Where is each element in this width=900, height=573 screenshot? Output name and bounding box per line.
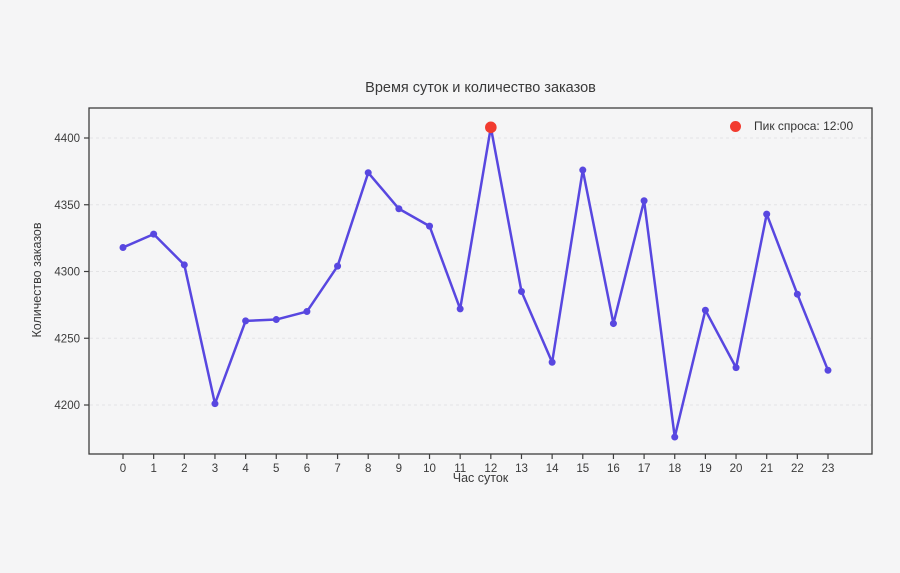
peak-legend-marker-icon — [730, 120, 741, 132]
data-point — [517, 288, 525, 296]
peak-legend-label: Пик спроса: 12:00 — [754, 119, 854, 133]
data-point — [364, 169, 372, 177]
x-tick-label: 3 — [212, 463, 218, 475]
data-point — [763, 210, 771, 218]
x-tick-label: 5 — [273, 463, 279, 475]
x-tick-label: 20 — [730, 463, 743, 475]
x-tick-label: 12 — [484, 463, 497, 475]
legend: Пик спроса: 12:00 — [730, 118, 853, 134]
data-point — [640, 197, 648, 205]
chart-title: Время суток и количество заказов — [365, 80, 596, 96]
data-point — [671, 433, 679, 441]
data-point — [732, 364, 740, 372]
x-tick-label: 11 — [454, 463, 466, 475]
x-tick-label: 9 — [396, 463, 402, 475]
data-point — [272, 316, 280, 324]
x-tick-label: 16 — [607, 463, 620, 475]
data-point — [395, 205, 403, 213]
x-tick-label: 14 — [546, 463, 559, 475]
data-line — [121, 126, 830, 439]
x-tick-label: 17 — [638, 463, 651, 475]
data-point — [150, 230, 158, 238]
data-point — [242, 317, 250, 325]
data-point — [303, 308, 311, 316]
data-point — [701, 306, 709, 314]
x-tick-label: 7 — [334, 463, 340, 475]
y-tick-label: 4350 — [54, 200, 80, 212]
data-point — [334, 262, 342, 270]
data-point — [609, 320, 617, 328]
data-point — [180, 261, 188, 269]
peak-data-point — [485, 121, 497, 134]
x-tick-label: 18 — [668, 463, 681, 475]
data-point — [456, 305, 464, 313]
x-axis-label: Час суток — [452, 471, 509, 485]
data-point — [211, 400, 219, 408]
data-point — [579, 166, 587, 174]
x-tick-label: 4 — [242, 463, 249, 475]
plot-border — [88, 107, 873, 455]
y-tick-label: 4400 — [54, 133, 80, 145]
y-axis-label: Количество заказов — [30, 222, 44, 338]
x-tick-label: 13 — [515, 463, 528, 475]
x-tick-label: 23 — [822, 463, 835, 475]
data-point — [793, 290, 801, 298]
x-tick-label: 19 — [699, 463, 712, 475]
x-tick-label: 10 — [423, 463, 436, 475]
y-tick-label: 4200 — [54, 400, 80, 412]
x-tick-label: 21 — [760, 463, 773, 475]
y-tick-label: 4300 — [54, 267, 80, 279]
x-tick-label: 15 — [576, 463, 589, 475]
y-tick-label: 4250 — [54, 333, 80, 345]
x-tick-label: 6 — [304, 463, 310, 475]
x-tick-label: 22 — [791, 463, 804, 475]
data-point — [426, 222, 434, 230]
x-tick-label: 0 — [120, 463, 126, 475]
data-point — [119, 243, 127, 251]
x-tick-label: 8 — [365, 463, 371, 475]
x-tick-label: 2 — [181, 463, 187, 475]
data-point — [548, 358, 556, 366]
data-point — [824, 366, 832, 374]
x-tick-label: 1 — [150, 463, 156, 475]
